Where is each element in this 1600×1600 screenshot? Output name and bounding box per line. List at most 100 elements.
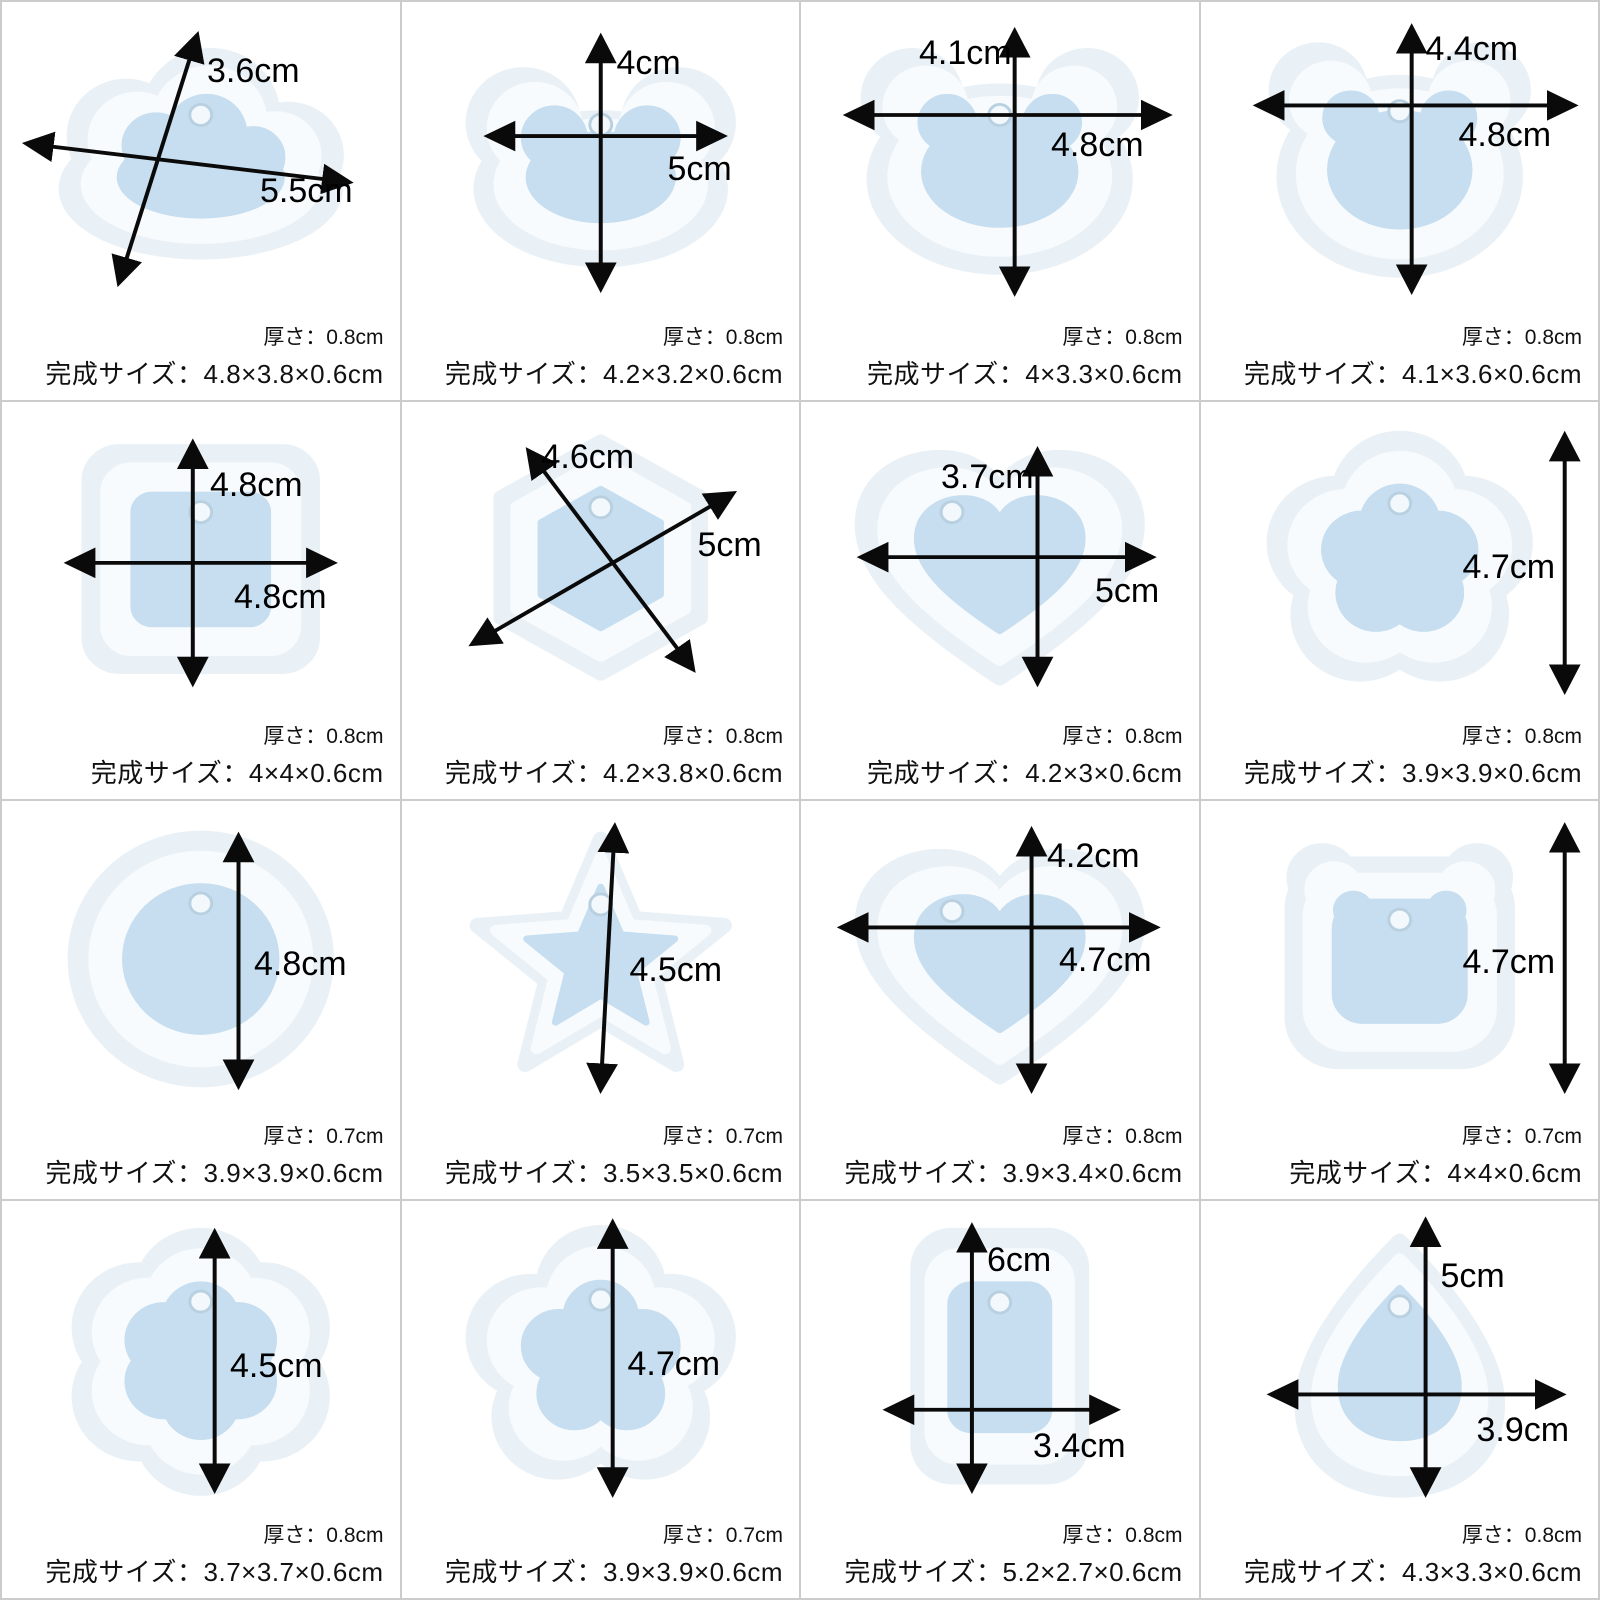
- cloud-mold-illustration: [21, 30, 354, 288]
- mold-cell-sakura: 4.7cm 厚さ：0.7cm 完成サイズ：3.9×3.9×0.6cm: [401, 1200, 801, 1600]
- square-mold-illustration: [63, 437, 338, 687]
- dimension-label: 5cm: [1440, 1256, 1505, 1295]
- dimension-label: 4.8cm: [234, 577, 327, 616]
- bear-square-mold-photo: 4.7cm: [1201, 801, 1599, 1117]
- finished-size-text: 完成サイズ：3.9×3.9×0.6cm: [1243, 758, 1582, 789]
- finished-size-text: 完成サイズ：4×3.3×0.6cm: [867, 358, 1183, 389]
- dimension-label: 4.6cm: [541, 437, 635, 476]
- bear-square-mold-illustration: [1201, 822, 1581, 1095]
- size-info: 厚さ：0.7cm 完成サイズ：3.5×3.5×0.6cm: [402, 1117, 800, 1199]
- mold-cell-hexagon: 4.6cm 5cm 厚さ：0.8cm 完成サイズ：4.2×3.8×0.6cm: [401, 401, 801, 801]
- finished-size-text: 完成サイズ：4.8×3.8×0.6cm: [45, 358, 384, 389]
- hanging-hole: [188, 891, 214, 916]
- hanging-hole: [1386, 907, 1412, 932]
- circle-mold-illustration: [2, 801, 400, 1091]
- dimension-label: 4.8cm: [210, 465, 303, 504]
- mold-cell-cloud: 3.6cm 5.5cm 厚さ：0.8cm 完成サイズ：4.8×3.8×0.6cm: [2, 2, 402, 402]
- dimension-label: 3.9cm: [1476, 1410, 1570, 1449]
- heart-mold-illustration: [801, 445, 1157, 687]
- hanging-hole: [587, 494, 613, 519]
- mold-cell-circle: 4.8cm 厚さ：0.7cm 完成サイズ：3.9×3.9×0.6cm: [2, 801, 402, 1201]
- flower-mold-photo: 4.7cm: [1201, 402, 1599, 718]
- hanging-hole: [939, 499, 965, 524]
- size-info: 厚さ：0.7cm 完成サイズ：3.9×3.9×0.6cm: [2, 1117, 400, 1199]
- mold-cell-bear-crown: 4cm 5cm 厚さ：0.8cm 完成サイズ：4.2×3.2×0.6cm: [401, 2, 801, 402]
- heart-mold-photo: 3.7cm 5cm: [801, 402, 1199, 718]
- bear-face-mold-illustration: [1252, 23, 1579, 296]
- dimension-label: 5cm: [697, 525, 762, 564]
- mold-cell-heart: 4.2cm 4.7cm 厚さ：0.8cm 完成サイズ：3.9×3.4×0.6cm: [801, 801, 1201, 1201]
- thickness-text: 厚さ：0.8cm: [1461, 1524, 1582, 1548]
- finished-size-text: 完成サイズ：4×4×0.6cm: [1289, 1157, 1582, 1188]
- dimension-label: 4.7cm: [1462, 943, 1556, 981]
- dimension-label: 3.6cm: [207, 52, 300, 90]
- dimension-label: 4.1cm: [919, 34, 1012, 72]
- mold-cell-star: 4.5cm 厚さ：0.7cm 完成サイズ：3.5×3.5×0.6cm: [401, 801, 801, 1201]
- hanging-hole: [987, 1290, 1013, 1314]
- hanging-hole: [188, 103, 214, 127]
- rectangle-mold-photo: 6cm 3.4cm: [801, 1201, 1199, 1517]
- mold-cell-teardrop: 5cm 3.9cm 厚さ：0.8cm 完成サイズ：4.3×3.3×0.6cm: [1200, 1200, 1600, 1600]
- size-info: 厚さ：0.8cm 完成サイズ：3.9×3.9×0.6cm: [1201, 718, 1599, 800]
- size-info: 厚さ：0.8cm 完成サイズ：4×3.3×0.6cm: [801, 318, 1199, 400]
- finished-size-text: 完成サイズ：4.1×3.6×0.6cm: [1243, 358, 1582, 389]
- dimension-label: 4.5cm: [230, 1346, 323, 1385]
- dimension-label: 4.4cm: [1425, 30, 1519, 68]
- dimension-label: 6cm: [987, 1240, 1052, 1279]
- size-info: 厚さ：0.8cm 完成サイズ：4.2×3.8×0.6cm: [402, 718, 800, 800]
- size-info: 厚さ：0.7cm 完成サイズ：4×4×0.6cm: [1201, 1117, 1599, 1199]
- dimension-label: 4cm: [616, 44, 681, 82]
- size-info: 厚さ：0.8cm 完成サイズ：4.2×3.2×0.6cm: [402, 318, 800, 400]
- mold-cell-rectangle: 6cm 3.4cm 厚さ：0.8cm 完成サイズ：5.2×2.7×0.6cm: [801, 1200, 1201, 1600]
- mold-cell-square: 4.8cm 4.8cm 厚さ：0.8cm 完成サイズ：4×4×0.6cm: [2, 401, 402, 801]
- square-mold-photo: 4.8cm 4.8cm: [2, 402, 400, 718]
- dimension-label: 5.5cm: [260, 172, 353, 210]
- thickness-text: 厚さ：0.8cm: [1062, 1124, 1183, 1148]
- size-info: 厚さ：0.8cm 完成サイズ：3.7×3.7×0.6cm: [2, 1517, 400, 1599]
- size-info: 厚さ：0.8cm 完成サイズ：4×4×0.6cm: [2, 718, 400, 800]
- size-info: 厚さ：0.8cm 完成サイズ：4.2×3×0.6cm: [801, 718, 1199, 800]
- size-info: 厚さ：0.8cm 完成サイズ：4.8×3.8×0.6cm: [2, 318, 400, 400]
- dimension-arrow: [467, 490, 737, 646]
- dimension-label: 4.2cm: [1047, 837, 1140, 875]
- thickness-text: 厚さ：0.8cm: [662, 725, 783, 749]
- finished-size-text: 完成サイズ：5.2×2.7×0.6cm: [844, 1557, 1183, 1588]
- teardrop-mold-photo: 5cm 3.9cm: [1201, 1201, 1599, 1517]
- size-info: 厚さ：0.8cm 完成サイズ：4.1×3.6×0.6cm: [1201, 318, 1599, 400]
- finished-size-text: 完成サイズ：4.2×3.2×0.6cm: [444, 358, 783, 389]
- dimension-arrow: [585, 822, 629, 1095]
- thickness-text: 厚さ：0.8cm: [662, 325, 783, 349]
- thickness-text: 厚さ：0.7cm: [263, 1124, 384, 1148]
- finished-size-text: 完成サイズ：3.9×3.9×0.6cm: [444, 1557, 783, 1588]
- dimension-label: 4.8cm: [1051, 126, 1144, 164]
- thickness-text: 厚さ：0.7cm: [662, 1124, 783, 1148]
- thickness-text: 厚さ：0.8cm: [1062, 325, 1183, 349]
- dimension-label: 5cm: [667, 150, 732, 188]
- heart-mold-photo: 4.2cm 4.7cm: [801, 801, 1199, 1117]
- finished-size-text: 完成サイズ：3.9×3.4×0.6cm: [844, 1157, 1183, 1188]
- thickness-text: 厚さ：0.7cm: [662, 1524, 783, 1548]
- dimension-label: 4.8cm: [254, 945, 347, 983]
- heart-mold-illustration: [836, 825, 1161, 1095]
- star-mold-illustration: [402, 822, 800, 1095]
- circle-mold-photo: 4.8cm: [2, 801, 400, 1117]
- finished-size-text: 完成サイズ：4.2×3×0.6cm: [867, 758, 1183, 789]
- bear-face-mold-photo: 4.1cm 4.8cm: [801, 2, 1199, 318]
- blob-flower-mold-photo: 4.5cm: [2, 1201, 400, 1517]
- mold-cell-heart: 3.7cm 5cm 厚さ：0.8cm 完成サイズ：4.2×3×0.6cm: [801, 401, 1201, 801]
- dimension-label: 4.5cm: [629, 951, 723, 989]
- sakura-mold-photo: 4.7cm: [402, 1201, 800, 1517]
- dimension-label: 4.7cm: [627, 1344, 721, 1383]
- mold-cell-blob-flower: 4.5cm 厚さ：0.8cm 完成サイズ：3.7×3.7×0.6cm: [2, 1200, 402, 1600]
- dimension-arrow: [21, 131, 354, 195]
- dimension-label: 4.7cm: [1462, 547, 1556, 586]
- sakura-mold-illustration: [402, 1217, 800, 1498]
- hanging-hole: [188, 1289, 214, 1314]
- blob-flower-mold-illustration: [2, 1201, 400, 1517]
- size-info: 厚さ：0.8cm 完成サイズ：3.9×3.4×0.6cm: [801, 1117, 1199, 1199]
- mold-cell-bear-face: 4.4cm 4.8cm 厚さ：0.8cm 完成サイズ：4.1×3.6×0.6cm: [1200, 2, 1600, 402]
- bear-crown-mold-illustration: [402, 32, 800, 294]
- finished-size-text: 完成サイズ：4.2×3.8×0.6cm: [444, 758, 783, 789]
- thickness-text: 厚さ：0.8cm: [1461, 725, 1582, 749]
